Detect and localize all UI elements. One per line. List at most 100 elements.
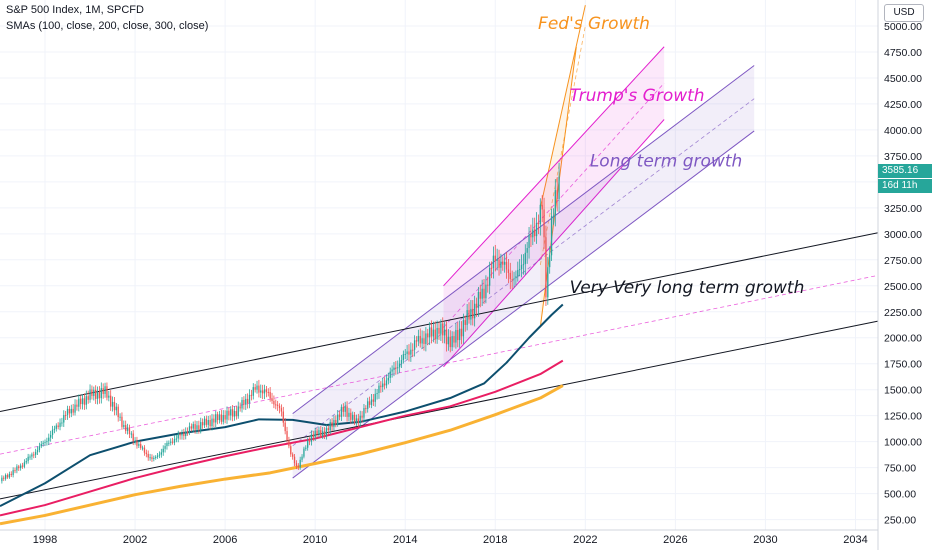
price-tick-label: 3750.00 [884, 151, 922, 163]
candle [40, 441, 42, 449]
candle [554, 179, 556, 227]
candle [380, 381, 382, 393]
candle [19, 463, 22, 471]
candle [149, 453, 151, 461]
time-tick-label: 2018 [483, 534, 507, 546]
candle [12, 467, 14, 478]
candle [102, 383, 104, 399]
candle [442, 317, 444, 344]
price-tick-label: 2750.00 [884, 255, 922, 267]
candle [534, 217, 536, 242]
candle [436, 320, 438, 344]
candle [29, 454, 31, 460]
candle [545, 225, 547, 307]
candle [185, 427, 187, 440]
candle [440, 319, 442, 341]
candle [340, 404, 343, 422]
candle [430, 320, 433, 344]
candle [66, 405, 69, 420]
candle [549, 246, 551, 274]
candle [160, 448, 162, 458]
candle [175, 434, 178, 443]
candle [292, 452, 294, 460]
time-tick-label: 2030 [753, 534, 777, 546]
candle [89, 384, 91, 403]
candle [207, 415, 209, 429]
candle [158, 451, 161, 459]
candle [85, 390, 87, 410]
price-tick-label: 750.00 [884, 463, 916, 475]
candle [205, 415, 208, 428]
candle [387, 372, 390, 385]
channel-label-layer: Fed's Growth Trump's Growth Long term grow… [538, 14, 804, 298]
candle [95, 385, 97, 404]
candle [316, 428, 318, 439]
candle [254, 383, 256, 393]
candle [412, 343, 414, 358]
candle [113, 397, 116, 416]
candle [333, 415, 335, 431]
time-axis[interactable]: 1998 2002 2006 2010 2014 2018 2022 2026 2030 2034 [33, 534, 868, 546]
candle [6, 473, 9, 479]
candle [42, 440, 44, 447]
candle [372, 393, 374, 406]
candle [312, 430, 314, 442]
candle [96, 386, 99, 405]
candle [365, 405, 367, 414]
candle [275, 399, 277, 410]
candle [277, 400, 279, 411]
candle [273, 395, 275, 409]
candle [76, 399, 78, 411]
time-tick-label: 2026 [663, 534, 687, 546]
candle [27, 453, 29, 464]
candle [515, 270, 517, 286]
candle [475, 297, 478, 317]
channel-trump-s-growth[interactable] [443, 46, 665, 368]
candle [46, 437, 48, 446]
candle [162, 445, 164, 456]
candle [10, 471, 12, 478]
candle [138, 440, 140, 449]
price-tick-label: 2000.00 [884, 333, 922, 345]
candle [200, 417, 202, 434]
channel-mid-line [539, 25, 586, 266]
candle [293, 454, 296, 467]
price-axis[interactable]: 250.00 500.00 750.00 1000.00 1250.00 1500.00 1… [884, 21, 922, 527]
candle [517, 261, 519, 282]
candle [500, 253, 502, 274]
candle [310, 430, 313, 446]
candle [130, 431, 132, 439]
currency-badge[interactable]: USD [884, 4, 924, 22]
sma-legend[interactable]: SMAs (100, close, 200, close, 300, close… [6, 20, 209, 32]
candle [374, 388, 376, 407]
candle [4, 473, 7, 481]
candle [464, 315, 466, 332]
candle [355, 414, 358, 426]
candle [472, 300, 474, 326]
candle [241, 397, 243, 413]
candle [307, 437, 309, 451]
price-tick-label: 1750.00 [884, 359, 922, 371]
candle [61, 417, 63, 427]
candle [301, 454, 303, 463]
candle [507, 259, 510, 284]
candle [419, 328, 421, 348]
time-tick-label: 2006 [213, 534, 237, 546]
candle [400, 354, 403, 369]
candle [108, 390, 110, 402]
candle [490, 261, 493, 279]
candle [532, 217, 534, 246]
channel-fill [443, 46, 665, 367]
candle [485, 275, 487, 304]
candle [100, 382, 102, 404]
channel-label: Very Very long term growth [570, 278, 805, 298]
candle [425, 327, 427, 352]
candle [280, 404, 283, 417]
candle [522, 254, 525, 275]
candle [34, 448, 37, 458]
price-tick-label: 1250.00 [884, 411, 922, 423]
candle [389, 367, 391, 384]
candle [155, 455, 157, 460]
price-tick-label: 500.00 [884, 489, 916, 501]
